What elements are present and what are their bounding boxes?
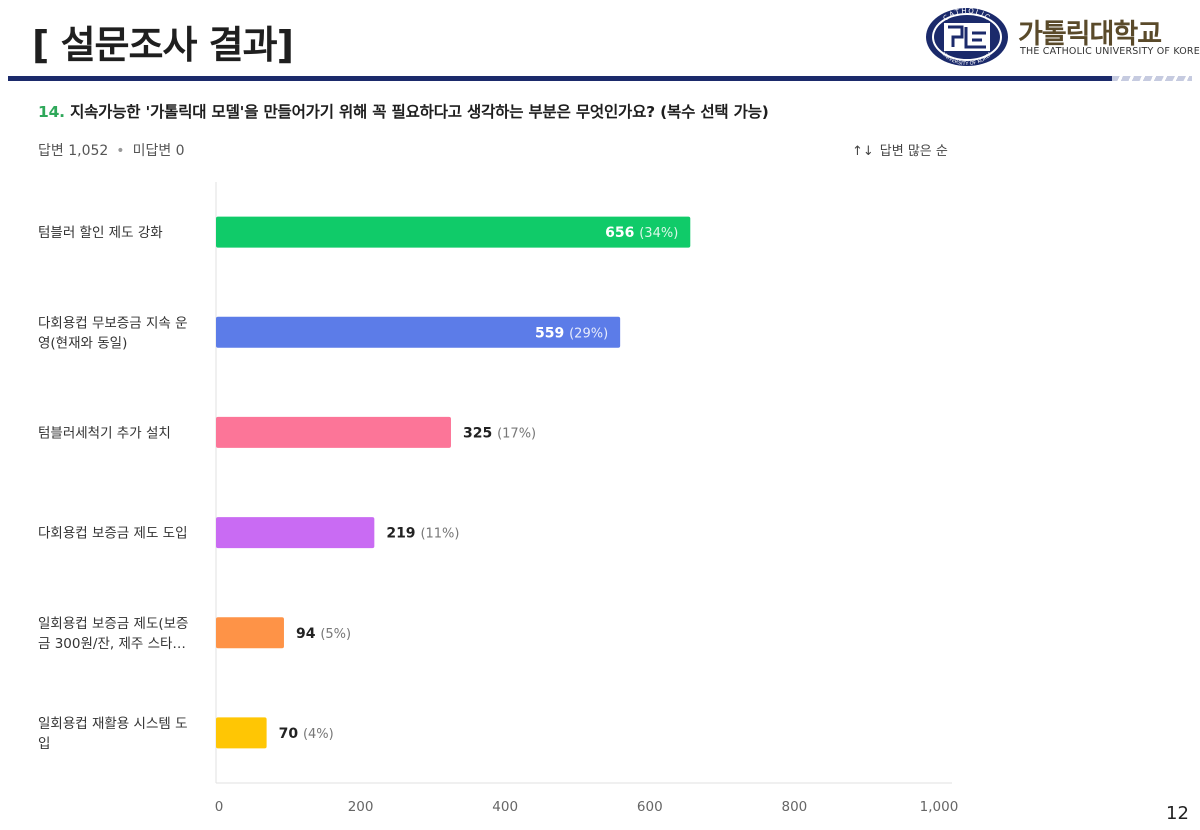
sort-label: 답변 많은 순 (879, 144, 948, 159)
data-label: 219 (11%) (386, 526, 459, 542)
x-tick-label: 400 (492, 799, 518, 815)
sort-arrows-icon: ↑↓ (852, 144, 874, 159)
x-tick-label: 1,000 (920, 799, 959, 815)
bar (216, 517, 375, 549)
x-tick-label: 200 (348, 799, 374, 815)
percent-label: (4%) (303, 727, 334, 742)
page-number: 12 (1166, 803, 1189, 824)
x-tick-label: 0 (215, 799, 224, 815)
value-label: 656 (605, 225, 639, 241)
value-label: 94 (296, 626, 320, 642)
percent-label: (11%) (420, 527, 459, 542)
summary-separator: • (116, 143, 125, 159)
header-stripes (1112, 76, 1192, 81)
bar (216, 416, 451, 448)
percent-label: (29%) (569, 326, 608, 341)
catholic-emblem-icon: CATHOLIC UNIVERSITY OF KOREA (926, 7, 1008, 67)
bar (216, 316, 621, 348)
category-label: 일회용컵 보증금 제도(보증 (38, 616, 188, 632)
category-label: 금 300원/잔, 제주 스타… (38, 636, 186, 652)
answered-count: 답변 1,052 (38, 143, 109, 159)
question-text: 지속가능한 '가톨릭대 모델'을 만들어가기 위해 꼭 필요하다고 생각하는 부… (70, 103, 769, 121)
question-title: 14. 지속가능한 '가톨릭대 모델'을 만들어가기 위해 꼭 필요하다고 생각… (38, 100, 769, 122)
percent-label: (34%) (639, 226, 678, 241)
category-label: 텀블러세척기 추가 설치 (38, 425, 171, 441)
header-divider (8, 76, 1112, 81)
category-label: 입 (38, 736, 50, 752)
question-number: 14. (38, 103, 65, 121)
university-name: 가톨릭대학교 (1018, 19, 1162, 50)
unanswered-count: 미답변 0 (132, 143, 185, 159)
university-logo: CATHOLIC UNIVERSITY OF KOREA 가톨릭대학교 THE … (924, 6, 1200, 70)
university-english-name: THE CATHOLIC UNIVERSITY OF KOREA (1020, 46, 1200, 57)
response-summary: 답변 1,052 • 미답변 0 (38, 140, 185, 160)
x-tick-label: 800 (782, 799, 808, 815)
category-label: 다회용컵 보증금 제도 도입 (38, 526, 188, 542)
data-label: 70 (4%) (279, 726, 334, 742)
percent-label: (17%) (497, 426, 536, 441)
category-label: 영(현재와 동일) (38, 335, 127, 351)
data-label: 559 (29%) (535, 325, 608, 341)
data-label: 656 (34%) (605, 225, 678, 241)
value-label: 70 (279, 726, 303, 742)
category-label: 일회용컵 재활용 시스템 도 (38, 716, 188, 732)
sort-button[interactable]: ↑↓ 답변 많은 순 (852, 140, 948, 159)
category-label: 텀블러 할인 제도 강화 (38, 225, 163, 241)
value-label: 325 (463, 425, 497, 441)
bar (216, 617, 284, 649)
bar (216, 717, 267, 749)
category-label: 다회용컵 무보증금 지속 운 (38, 315, 188, 331)
slide-title: [ 설문조사 결과] (32, 23, 294, 67)
data-label: 94 (5%) (296, 626, 351, 642)
bar (216, 216, 691, 248)
x-tick-label: 600 (637, 799, 663, 815)
percent-label: (5%) (320, 627, 351, 642)
value-label: 559 (535, 325, 569, 341)
data-label: 325 (17%) (463, 425, 536, 441)
value-label: 219 (386, 526, 420, 542)
